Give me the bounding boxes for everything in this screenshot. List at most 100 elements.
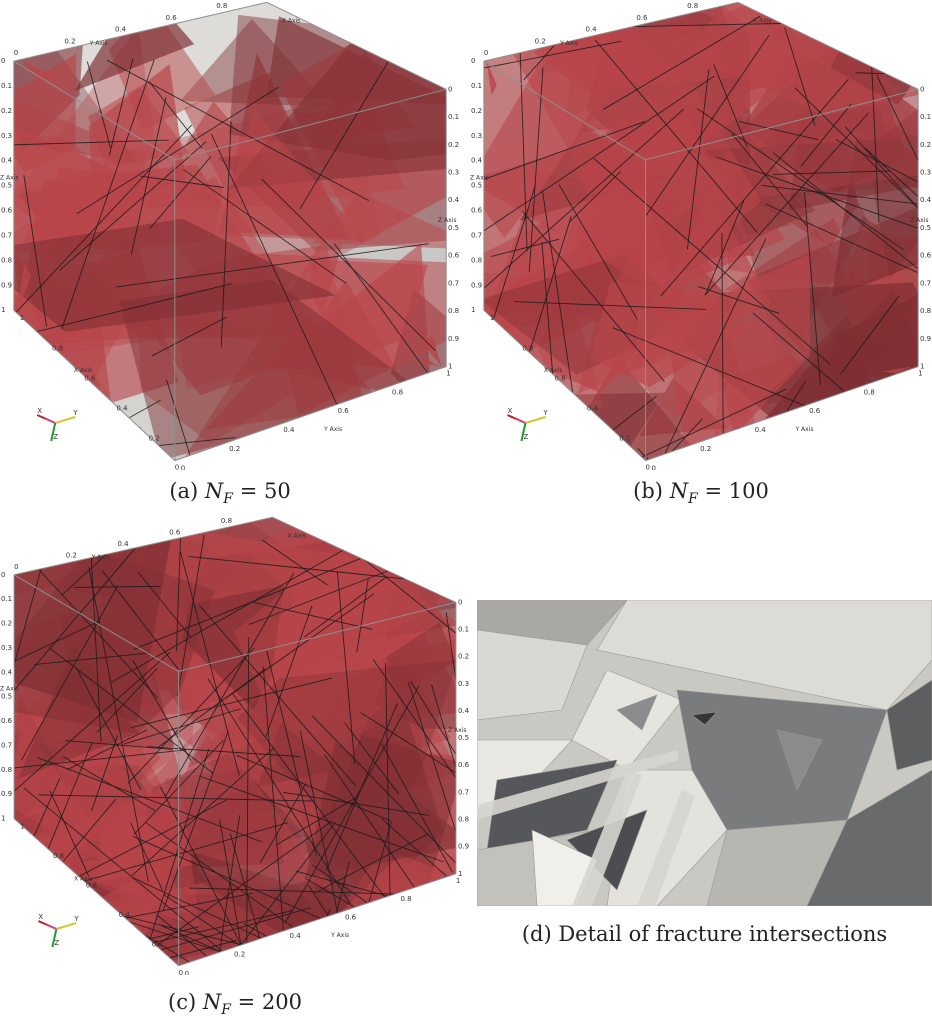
x-tick-label: 0.6: [555, 374, 567, 382]
y-tick-label: 0.2: [234, 950, 245, 958]
z-tick-label: 0.8: [448, 307, 459, 315]
z-tick-label: 0.1: [458, 626, 469, 634]
x-tick-label: 0.2: [619, 435, 630, 443]
orientation-triad-icon: X Y Z: [36, 407, 78, 442]
z-tick-label: 0.2: [1, 620, 12, 628]
y-tick-label: 0.6: [338, 407, 350, 415]
y-tick-label: 0: [14, 563, 18, 571]
y-tick-label: 0.4: [755, 426, 767, 434]
z-tick-label: 0.5: [920, 224, 931, 232]
y-tick-label: 0.8: [687, 2, 698, 10]
triad-z-label: Z: [54, 939, 59, 947]
z-tick-label: 0.7: [471, 231, 482, 239]
cube-group-a: 0 0.1 0.2 0.3 0.4 0.5 0.6 0.7 0.8 0.9 1 0 0.1 0.2 0.3 0…: [0, 0, 460, 470]
y-tick-label: 0.4: [115, 26, 127, 34]
cube-edges: [13, 1, 447, 462]
y-tick-label: 0.2: [229, 445, 240, 453]
x-tick-label: 0.8: [522, 344, 533, 352]
z-tick-label: 0.3: [471, 132, 482, 140]
x-tick-label: 0.4: [119, 911, 131, 919]
z-tick-label: 0.4: [920, 196, 932, 204]
x-tick-label: 1: [20, 823, 24, 831]
y-tick-label: 0.4: [290, 932, 302, 940]
orientation-triad-icon: X Y Z: [37, 913, 79, 948]
triad-y-label: Y: [542, 409, 548, 417]
caption-d: (d) Detail of fracture intersections: [521, 922, 888, 946]
caption-c: (c) NF = 200: [168, 990, 302, 1019]
x-axis-label: X Axis: [282, 17, 300, 24]
z-tick-label: 0.8: [471, 256, 482, 264]
z-tick-label: 0.7: [920, 279, 931, 287]
z-tick-label: 0.5: [458, 734, 469, 742]
x-tick-label: 1: [20, 314, 24, 322]
y-tick-label: 0.2: [64, 37, 75, 45]
z-tick-label: 0.9: [471, 281, 482, 289]
z-tick-label: 0: [1, 571, 5, 579]
fracture-intersection-detail: [477, 600, 932, 906]
panel-a: 0 0.1 0.2 0.3 0.4 0.5 0.6 0.7 0.8 0.9 1 0 0.1 0.2 0.3 0…: [0, 0, 460, 470]
z-tick-label: 0.8: [458, 816, 469, 824]
y-tick-label: 0.6: [809, 407, 821, 415]
triad-z-label: Z: [523, 433, 528, 441]
z-tick-label: 0.3: [448, 168, 459, 176]
y-tick-label: 0: [484, 49, 488, 57]
z-tick-label: 0: [920, 85, 924, 93]
z-tick-label: 0.3: [1, 132, 12, 140]
z-tick-label: 1: [920, 363, 924, 371]
cube-edges: [13, 516, 457, 967]
triad-z-label: Z: [53, 433, 58, 441]
z-axis-label: Z Axis: [470, 175, 488, 182]
z-tick-label: 0.7: [448, 279, 459, 287]
y-tick-label: 1: [446, 370, 450, 378]
triad-y-label: Y: [72, 409, 78, 417]
y-tick-label: 0: [175, 464, 179, 470]
y-axis-label: Y Axis: [330, 932, 349, 939]
x-tick-label: 0: [181, 465, 185, 470]
y-tick-label: 0.8: [216, 2, 227, 10]
y-tick-label: 0: [646, 464, 650, 470]
z-tick-label: 0.9: [458, 843, 469, 851]
z-tick-label: 0.8: [1, 256, 12, 264]
fracture-network-render-c: 0 0.1 0.2 0.3 0.4 0.5 0.6 0.7 0.8 0.9 1 0 0.1 0.2 0.3 0…: [0, 515, 470, 975]
z-tick-label: 0: [448, 85, 452, 93]
z-tick-label: 0.9: [1, 790, 12, 798]
y-tick-label: 0.4: [118, 540, 130, 548]
z-axis-label: Z Axis: [0, 175, 18, 182]
cube-group-c: 0 0.1 0.2 0.3 0.4 0.5 0.6 0.7 0.8 0.9 1 0 0.1 0.2 0.3 0…: [0, 515, 470, 975]
y-axis-label: Y Axis: [559, 40, 578, 47]
z-tick-label: 0.8: [920, 307, 931, 315]
y-tick-label: 0: [14, 49, 18, 57]
z-tick-label: 1: [1, 306, 5, 314]
z-tick-label: 0.1: [1, 595, 12, 603]
detail-group: [477, 600, 932, 906]
y-tick-label: 0.8: [392, 388, 403, 396]
x-axis-label: X Axis: [288, 532, 306, 539]
z-tick-label: 0.3: [920, 168, 931, 176]
y-tick-label: 0.6: [636, 14, 648, 22]
x-tick-label: 0: [185, 970, 189, 975]
z-tick-label: 0.1: [920, 113, 931, 121]
y-tick-label: 1: [456, 877, 460, 885]
x-tick-label: 0.8: [53, 852, 64, 860]
z-axis-label: Z Axis: [438, 217, 456, 224]
z-tick-label: 1: [1, 815, 5, 823]
y-tick-label: 0.8: [221, 517, 232, 525]
y-tick-label: 0.6: [169, 528, 181, 536]
z-tick-label: 0.4: [471, 157, 483, 165]
z-tick-label: 0.7: [1, 231, 12, 239]
x-tick-label: 0.8: [52, 344, 63, 352]
z-tick-label: 0.6: [458, 761, 470, 769]
panel-b: 0 0.1 0.2 0.3 0.4 0.5 0.6 0.7 0.8 0.9 1 0 0.1 0.2 0.3 0…: [470, 0, 932, 470]
cube-edges: [483, 1, 919, 462]
x-tick-label: 0.2: [149, 435, 160, 443]
x-tick-label: 0.6: [84, 374, 96, 382]
x-axis-label: X Axis: [74, 876, 92, 883]
z-tick-label: 0.2: [458, 653, 469, 661]
panel-d: [477, 600, 932, 906]
z-tick-label: 0.8: [1, 766, 12, 774]
axis-ticks: 0 0.1 0.2 0.3 0.4 0.5 0.6 0.7 0.8 0.9 1 0 0.1 0.2 0.3 0…: [1, 517, 470, 975]
z-tick-label: 0.1: [1, 82, 12, 90]
x-tick-label: 0.4: [587, 404, 599, 412]
x-tick-label: 1: [490, 314, 494, 322]
x-tick-label: 0.2: [152, 940, 163, 948]
